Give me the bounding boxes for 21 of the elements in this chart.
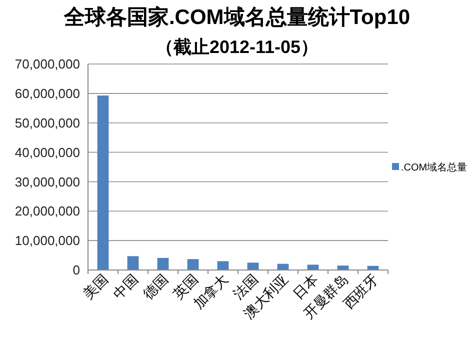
bar xyxy=(97,95,109,270)
chart-subtitle: （截止2012-11-05） xyxy=(155,37,319,57)
bar xyxy=(127,256,139,270)
y-tick-label: 40,000,000 xyxy=(14,144,80,160)
bar xyxy=(307,264,319,270)
bar xyxy=(217,261,229,270)
y-tick-label: 10,000,000 xyxy=(14,233,80,248)
y-tick-label: 60,000,000 xyxy=(14,86,80,101)
y-tick-label: 50,000,000 xyxy=(14,115,80,130)
x-tick-label: 中国 xyxy=(110,272,142,303)
chart-title: 全球各国家.COM域名总量统计Top10 xyxy=(62,5,410,29)
y-tick-label: 20,000,000 xyxy=(14,204,80,219)
x-tick-label: 德国 xyxy=(140,272,172,303)
bar xyxy=(187,259,199,270)
x-tick-label: 美国 xyxy=(80,272,112,303)
y-tick-label: 30,000,000 xyxy=(14,174,80,190)
bar xyxy=(247,262,259,270)
y-tick-label: 70,000,000 xyxy=(14,56,80,72)
legend-label: .COM域名总量 xyxy=(401,162,468,174)
y-tick-label: 0 xyxy=(72,262,80,278)
bar xyxy=(157,258,169,270)
